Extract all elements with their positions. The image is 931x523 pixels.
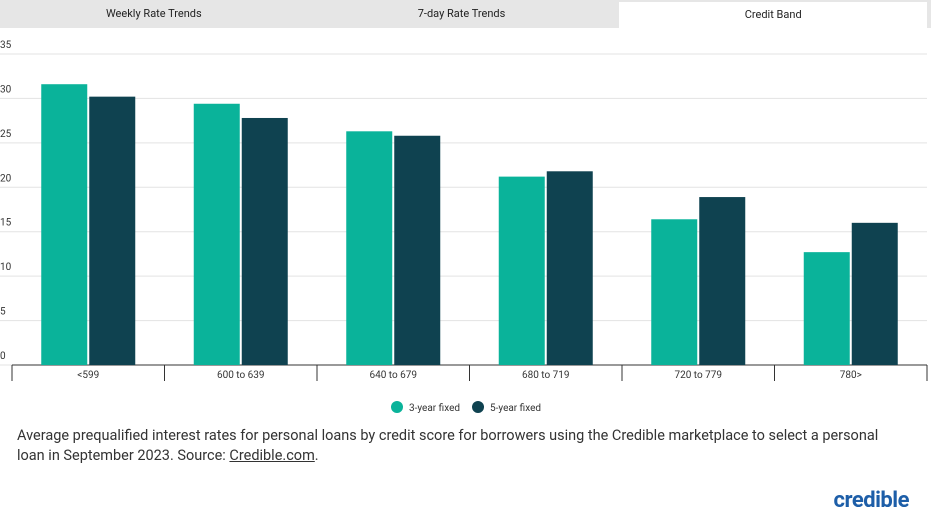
y-tick-label: 35 <box>0 40 12 51</box>
x-tick-label: 680 to 719 <box>522 370 570 381</box>
bar <box>241 117 288 365</box>
legend-swatch <box>391 401 403 413</box>
bar <box>193 103 240 365</box>
bar <box>498 176 545 365</box>
x-tick-label: 720 to 779 <box>674 370 722 381</box>
y-tick-label: 5 <box>0 307 6 318</box>
y-tick-label: 0 <box>0 351 6 362</box>
bar <box>89 96 136 365</box>
bar <box>346 131 393 365</box>
tab-bar: Weekly Rate Trends 7-day Rate Trends Credi… <box>0 0 931 28</box>
y-tick-label: 15 <box>0 218 12 229</box>
x-tick-label: 780> <box>840 370 862 381</box>
y-tick-label: 10 <box>0 262 12 273</box>
x-tick-label: 600 to 639 <box>217 370 265 381</box>
logo: credible <box>833 488 910 513</box>
bar <box>546 171 593 365</box>
legend-label: 5-year fixed <box>490 402 541 414</box>
source-link[interactable]: Credible.com <box>229 447 315 464</box>
bar <box>699 197 746 365</box>
legend-swatch <box>472 401 485 413</box>
legend-label: 3-year fixed <box>409 402 460 414</box>
caption: Average prequalified interest rates for … <box>17 426 887 466</box>
x-tick-label: <599 <box>77 370 99 381</box>
bar <box>41 84 88 365</box>
caption-end: . <box>314 447 319 464</box>
caption-text: Average prequalified interest rates for … <box>17 427 879 464</box>
tab[interactable]: 7-day Rate Trends <box>417 7 506 20</box>
tab[interactable]: Credit Band <box>619 2 928 28</box>
bar <box>803 252 850 365</box>
tab[interactable]: Weekly Rate Trends <box>105 7 202 20</box>
chart: 0 5 10 15 20 25 30 35 <599 600 to 639 640 to 679 68… <box>0 40 928 414</box>
y-tick-label: 25 <box>0 129 12 140</box>
bar <box>851 222 898 365</box>
y-tick-label: 20 <box>0 173 12 184</box>
y-tick-label: 30 <box>0 84 12 95</box>
bar <box>394 135 441 365</box>
bar <box>651 219 698 365</box>
x-tick-label: 640 to 679 <box>369 370 417 381</box>
